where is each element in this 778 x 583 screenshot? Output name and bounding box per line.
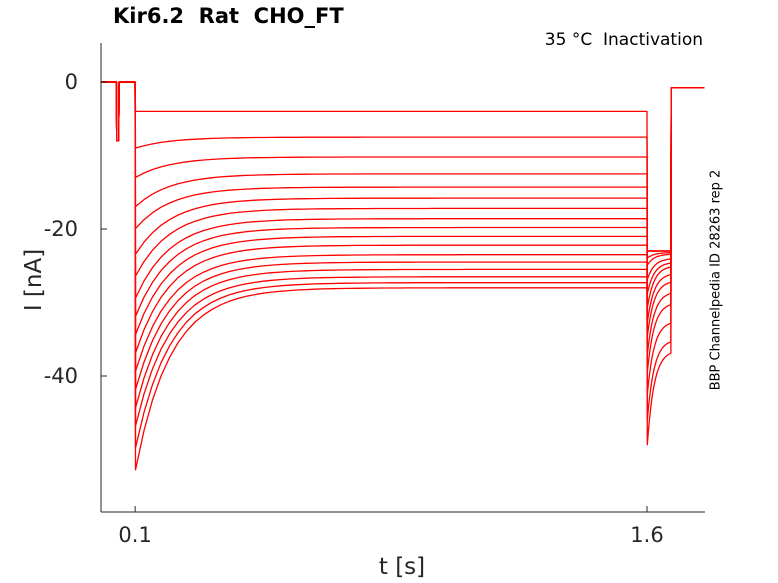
x-axis-label: t [s] — [378, 554, 426, 580]
trace-line — [101, 81, 705, 252]
trace-line — [101, 81, 705, 259]
y-tick-label: 0 — [65, 70, 78, 94]
y-tick-label: -40 — [44, 364, 78, 388]
trace-line — [101, 81, 705, 252]
x-tick-label: 1.6 — [630, 523, 663, 547]
trace-line — [101, 81, 705, 277]
axes-group: 0 -20 -40 0.1 1.6 — [44, 43, 705, 547]
x-tick-label: 0.1 — [118, 523, 151, 547]
trace-line — [101, 81, 705, 336]
trace-line — [101, 81, 705, 409]
trace-line — [101, 81, 705, 252]
trace-line — [101, 81, 705, 252]
y-tick-label: -20 — [44, 217, 78, 241]
chart-title: Kir6.2 Rat CHO_FT — [113, 4, 344, 28]
trace-line — [101, 81, 705, 372]
trace-line — [101, 81, 705, 252]
trace-line — [101, 81, 705, 471]
trace-line — [101, 81, 705, 391]
traces-group — [101, 81, 705, 471]
trace-line — [101, 81, 705, 354]
trace-line — [101, 81, 705, 427]
trace-line — [101, 81, 705, 449]
chart-annotation: 35 °C Inactivation — [544, 30, 703, 50]
trace-line — [101, 81, 705, 299]
trace-line — [101, 81, 705, 317]
